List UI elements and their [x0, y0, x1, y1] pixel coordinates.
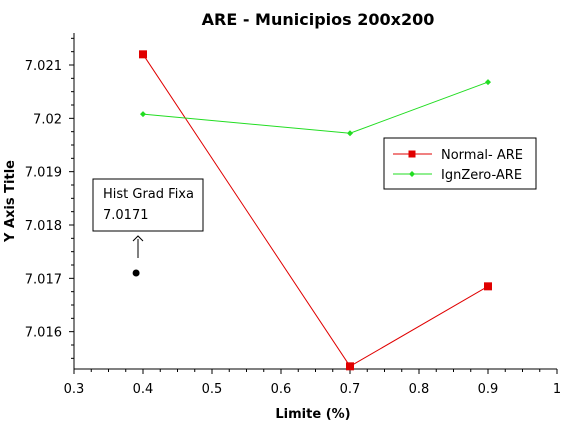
data-point-normal-are: [139, 50, 147, 59]
series-line-ignzero-are: [142, 81, 489, 134]
y-tick-label: 7.016: [25, 326, 62, 341]
data-point-normal-are: [346, 362, 354, 371]
axes: 0.3 0.4 0.5 0.6 0.7 0.8 0.9 1 7.0167.0177.0187.…: [25, 33, 561, 397]
y-axis-title: Y Axis Title: [3, 160, 18, 243]
data-point-normal-are: [484, 282, 492, 291]
legend-marker-normal-are: [408, 150, 416, 158]
annotation-point: [132, 269, 140, 277]
y-tick-label: 7.021: [25, 59, 62, 74]
y-tick-label: 7.017: [25, 272, 62, 287]
x-tick-label: 0.7: [340, 382, 361, 397]
annotation-box: [92, 178, 204, 232]
y-ticks: 7.016 7.017 7.018 7.019 7.02 7.021: [25, 37, 74, 359]
x-tick-label: 0.5: [202, 382, 223, 397]
annotation-arrow-head: [132, 235, 144, 242]
x-tick-label: 0.4: [133, 382, 154, 397]
legend-label-normal-are: Normal- ARE: [441, 148, 523, 163]
x-tick-label: 0.3: [64, 382, 85, 397]
data-point-ignzero-are: [347, 130, 353, 137]
data-point-ignzero-are: [140, 111, 146, 118]
series-layer: [139, 50, 492, 371]
annotation-title: Hist Grad Fixa: [103, 187, 194, 202]
legend-marker-ignzero-are: [409, 171, 415, 177]
x-tick-label: 0.6: [271, 382, 292, 397]
x-tick-label: 1: [553, 382, 561, 397]
legend-label-ignzero-are: IgnZero-ARE: [441, 168, 522, 183]
y-tick-label: 7.019: [25, 166, 62, 181]
legend: Normal- ARE IgnZero-ARE: [383, 137, 537, 190]
y-tick-label: 7.018: [25, 219, 62, 234]
legend-box: [383, 137, 537, 190]
annotation: Hist Grad Fixa 7.0171: [92, 178, 204, 277]
x-axis-title: Limite (%): [275, 407, 350, 422]
annotation-value: 7.0171: [103, 208, 149, 223]
chart-title: ARE - Municipios 200x200: [202, 10, 435, 29]
x-tick-label: 0.9: [478, 382, 499, 397]
x-tick-label: 0.8: [409, 382, 430, 397]
y-tick-label: 7.02: [33, 112, 62, 127]
x-ticks: 0.3 0.4 0.5 0.6 0.7 0.8 0.9 1: [64, 369, 561, 397]
data-point-ignzero-are: [485, 79, 491, 86]
